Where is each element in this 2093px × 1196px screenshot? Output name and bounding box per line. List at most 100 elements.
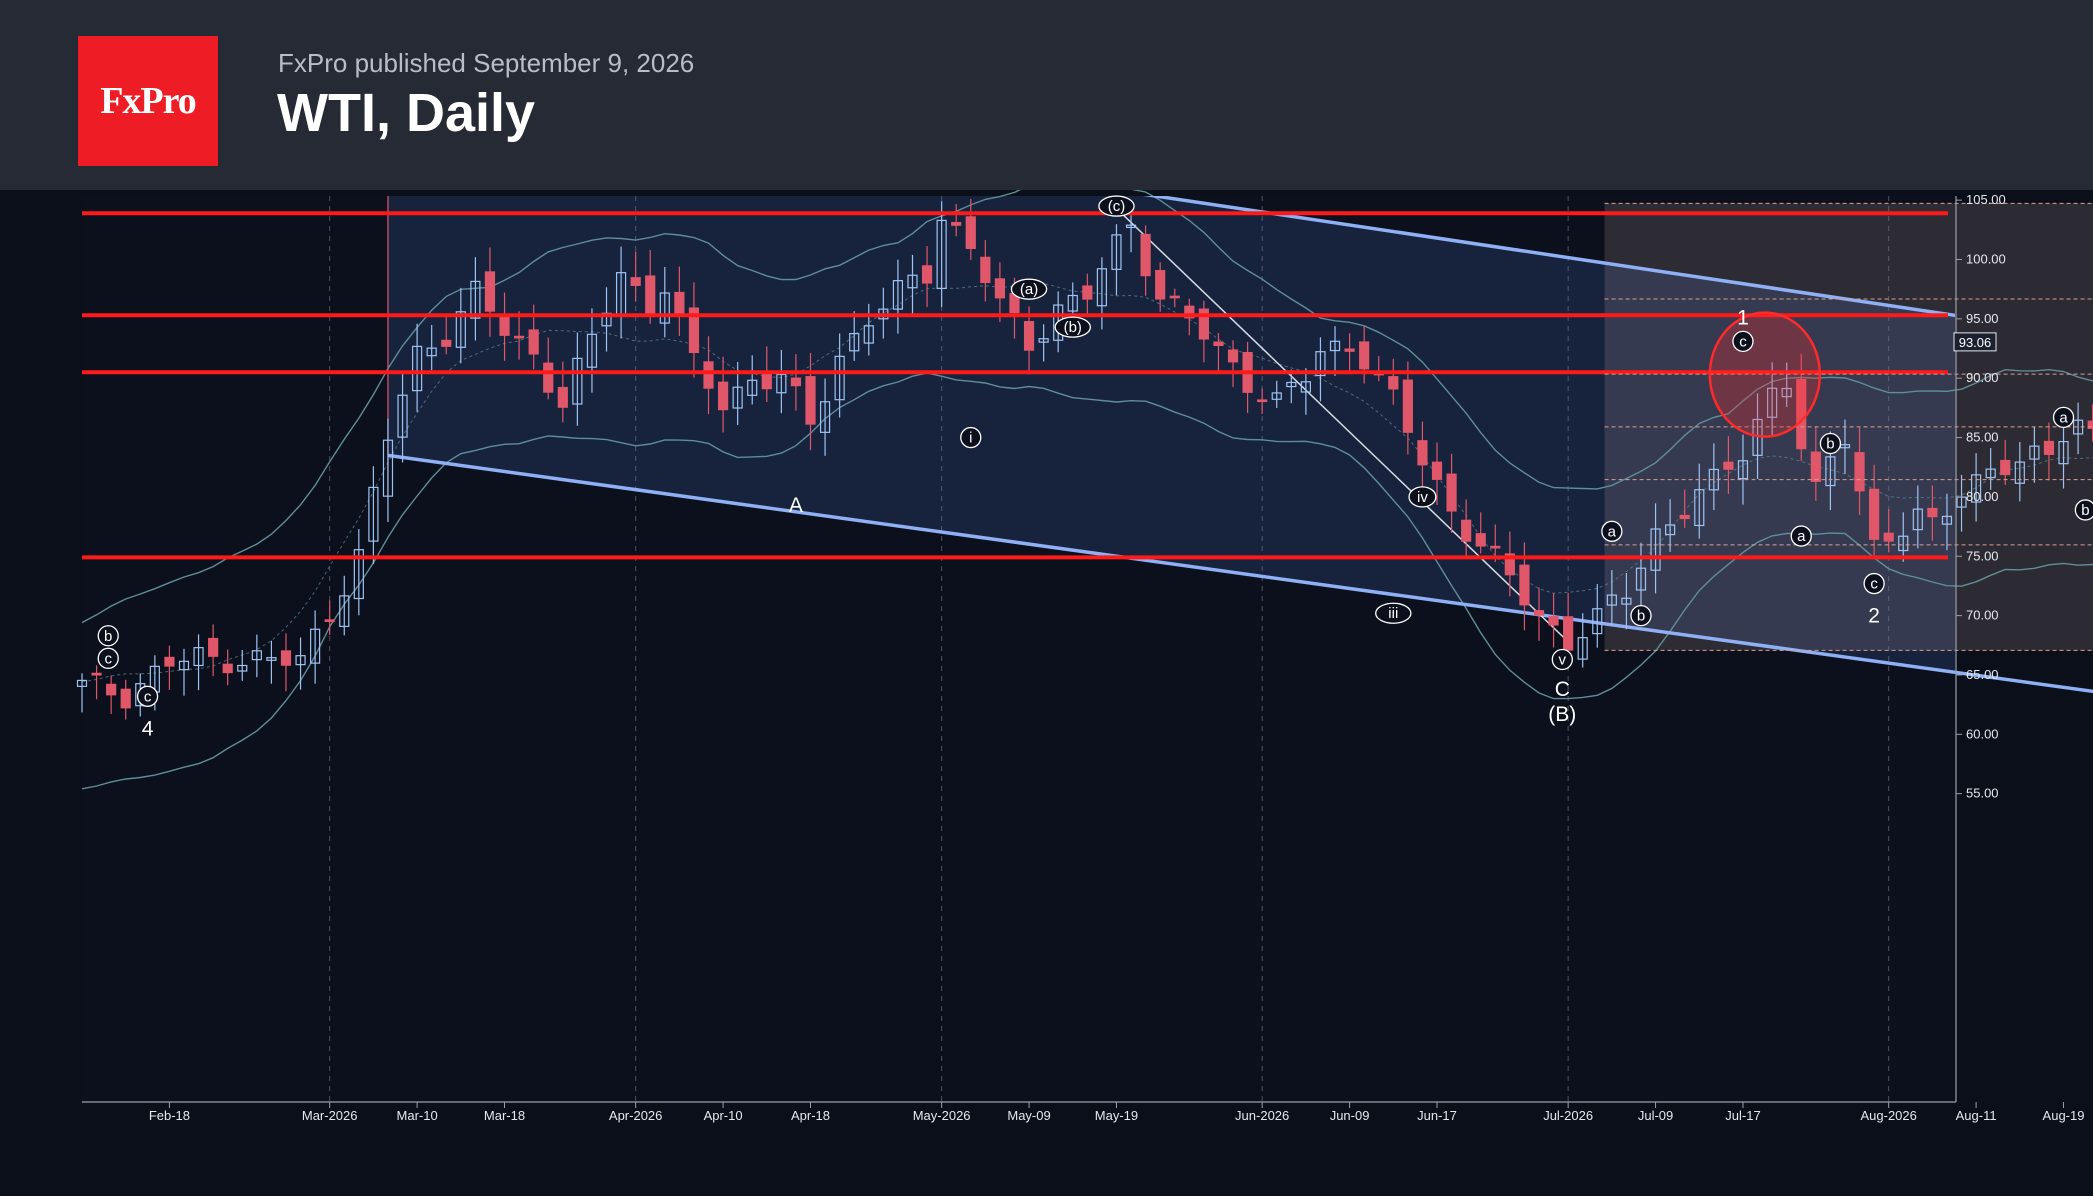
price-chart[interactable]: 100.0%(104.73)78.6%(96.67)61.8%(90.34)50… <box>0 190 2093 1196</box>
wave-label-circle <box>1790 525 1812 547</box>
candle-body <box>1825 456 1836 487</box>
wave-label: a <box>1608 523 1617 540</box>
x-tick-label: Jul-2026 <box>1543 1108 1593 1123</box>
y-tick-label: 90.00 <box>1966 370 1999 385</box>
candle-body <box>1300 381 1311 393</box>
candle-body <box>1213 341 1224 347</box>
candle-body <box>863 325 874 344</box>
fxpro-logo: FxPro <box>78 36 218 166</box>
x-tick-label: Jul-17 <box>1725 1108 1760 1123</box>
wave-label: 4 <box>142 717 154 740</box>
bollinger-lower <box>81 372 2093 790</box>
candle-body <box>1082 285 1093 300</box>
candle-body <box>1679 514 1690 520</box>
wave-label-circle <box>2074 499 2093 521</box>
x-tick-label: May-2026 <box>913 1108 971 1123</box>
y-tick-label: 60.00 <box>1966 726 1999 741</box>
candle-body <box>1606 594 1617 606</box>
wave-label-circle <box>1863 572 1885 595</box>
x-tick-label: Mar-2026 <box>302 1108 358 1123</box>
candle-body <box>1257 399 1268 403</box>
candle-body <box>1038 338 1049 343</box>
wave-label: iii <box>1388 605 1398 622</box>
candle-body <box>1125 224 1137 229</box>
candle-body <box>994 278 1006 299</box>
candle-body <box>819 401 831 433</box>
candle-body <box>120 688 131 709</box>
y-tick-label: 95.00 <box>1966 311 1999 326</box>
candle-body <box>1446 473 1457 512</box>
candle-body <box>1461 519 1472 542</box>
wave-label: c <box>1739 333 1747 350</box>
wave-label: b <box>1826 435 1834 452</box>
candle-body <box>1548 616 1559 626</box>
y-tick-label: 100.00 <box>1966 252 2006 267</box>
candle-body <box>572 357 583 405</box>
wave-label: b <box>2081 502 2089 519</box>
candle-body <box>1344 348 1355 352</box>
candle-body <box>1985 468 1996 479</box>
wave-label: (c) <box>1108 198 1126 215</box>
candle-body <box>747 379 758 396</box>
candle-body <box>1621 597 1632 605</box>
candle-body <box>412 345 423 392</box>
candle-body <box>1563 616 1574 651</box>
candle-body <box>1504 553 1515 576</box>
candle-body <box>1694 489 1705 527</box>
candle-body <box>470 280 481 319</box>
candle-body <box>674 291 685 316</box>
y-tick-label: 75.00 <box>1966 548 1999 563</box>
candle-body <box>222 663 233 674</box>
candle-body <box>280 650 292 666</box>
wave-label-circle <box>1010 278 1048 300</box>
wave-label: b <box>1637 608 1645 625</box>
candle-body <box>1665 524 1676 536</box>
candle-body <box>484 271 496 312</box>
candle-body <box>251 650 262 661</box>
candle-body <box>106 683 117 696</box>
candle-body <box>1417 440 1428 466</box>
candle-body <box>790 377 802 387</box>
candle-body <box>1577 637 1588 660</box>
candle-body <box>776 373 787 394</box>
candle-body <box>1810 451 1821 482</box>
candle-body <box>266 657 277 661</box>
candle-body <box>1431 461 1443 480</box>
wave-label-circle <box>97 625 119 647</box>
candle-body <box>907 274 918 289</box>
candle-body <box>368 486 379 542</box>
x-tick-label: Jun-2026 <box>1235 1108 1289 1123</box>
candle-body <box>717 381 729 411</box>
candle-body <box>1883 532 1894 542</box>
wave-label: i <box>969 430 972 447</box>
candle-body <box>528 329 539 355</box>
x-tick-label: Apr-18 <box>791 1108 830 1123</box>
wave-label-circle <box>2052 406 2075 429</box>
candle-body <box>1781 387 1792 398</box>
candle-body <box>178 660 190 671</box>
x-tick-label: Jun-17 <box>1417 1108 1457 1123</box>
candle-body <box>1854 452 1865 492</box>
candle-body <box>1490 545 1501 549</box>
current-price-box <box>1953 332 1997 352</box>
x-tick-label: Jul-09 <box>1638 1108 1673 1123</box>
y-tick-label: 70.00 <box>1966 608 1999 623</box>
candle-body <box>1198 308 1209 340</box>
x-tick-label: Apr-10 <box>704 1108 743 1123</box>
candle-body <box>513 335 525 339</box>
candle-body <box>1650 528 1661 571</box>
candle-body <box>2000 459 2011 476</box>
candle-body <box>965 216 976 250</box>
candle-body <box>980 256 991 284</box>
candle-body <box>892 280 904 310</box>
candle-body <box>1271 392 1282 400</box>
candle-body <box>2058 440 2069 465</box>
candle-body <box>659 292 670 324</box>
candle-body <box>397 394 408 438</box>
logo-text: FxPro <box>100 80 197 122</box>
candle-body <box>1767 387 1778 418</box>
y-tick-label: 85.00 <box>1966 430 1999 445</box>
wave-label-circle <box>1098 195 1135 217</box>
x-tick-label: Apr-2026 <box>609 1108 662 1123</box>
channel-upper-line <box>1143 196 1955 318</box>
